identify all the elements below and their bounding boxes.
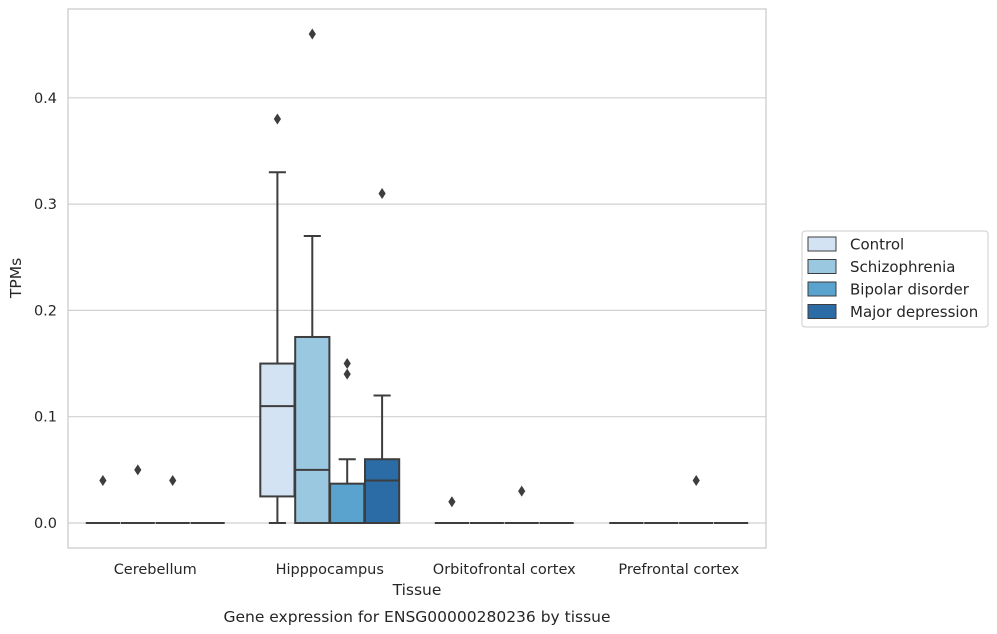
outlier-point (343, 358, 351, 370)
box-schizophrenia-cerebellum (120, 464, 155, 524)
legend: Control Schizophrenia Bipolar disorder Majo… (801, 230, 989, 328)
box-bipolar-disorder-orbitofrontal-cortex (504, 485, 539, 524)
outlier-point (308, 28, 316, 40)
box-bipolar-disorder-cerebellum (155, 474, 190, 524)
outlier-point (273, 113, 281, 125)
outlier-point (343, 368, 351, 380)
box-bipolar-disorder-prefrontal-cortex (679, 474, 714, 524)
y-tick-label: 0.1 (34, 410, 57, 426)
outlier-point (692, 474, 700, 486)
outlier-point (448, 496, 456, 508)
box-plot-marks (85, 28, 749, 525)
legend-frame (801, 230, 989, 328)
x-tick-label: Orbitofrontal cortex (433, 562, 576, 578)
outlier-point (134, 464, 142, 476)
legend-label: Bipolar disorder (850, 281, 970, 299)
plot-frame (67, 8, 767, 549)
legend-label: Schizophrenia (850, 258, 955, 276)
iqr-box (363, 458, 401, 524)
figure-caption: Gene expression for ENSG00000280236 by t… (223, 608, 610, 626)
iqr-box (294, 335, 331, 524)
x-tick-label: Hipppocampus (276, 562, 384, 578)
y-axis-ticks: 0.0 0.1 0.2 0.3 0.4 (34, 91, 57, 532)
legend-label: Major depression (850, 303, 978, 321)
y-tick-label: 0.3 (34, 197, 57, 213)
y-axis-label: TPMs (7, 258, 25, 299)
iqr-box (259, 362, 296, 498)
legend-swatch (807, 259, 837, 274)
iqr-box (329, 482, 366, 525)
box-bipolar-disorder-hipppocampus (329, 358, 366, 525)
box-schizophrenia-hipppocampus (294, 28, 331, 524)
box-control-orbitofrontal-cortex (434, 496, 470, 524)
x-axis-ticks: Cerebellum Hipppocampus Orbitofrontal cort… (114, 562, 740, 578)
x-tick-label: Prefrontal cortex (618, 562, 739, 578)
y-tick-label: 0.4 (34, 91, 57, 107)
box-control-cerebellum (85, 474, 121, 524)
x-tick-label: Cerebellum (114, 562, 197, 578)
legend-label: Control (850, 236, 904, 254)
legend-swatch (807, 236, 837, 252)
outlier-point (169, 474, 177, 486)
y-tick-label: 0.0 (34, 516, 57, 532)
outlier-point (378, 187, 386, 199)
box-major-depression-hipppocampus (363, 187, 401, 524)
outlier-point (99, 474, 107, 486)
x-axis-label: Tissue (392, 581, 442, 599)
legend-swatch (807, 281, 837, 297)
outlier-point (518, 485, 526, 497)
legend-swatch (807, 304, 837, 319)
y-tick-label: 0.2 (34, 303, 57, 319)
